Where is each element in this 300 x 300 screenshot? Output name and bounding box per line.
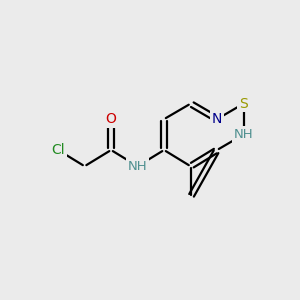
Text: NH: NH [234,128,253,141]
Text: Cl: Cl [51,143,65,157]
Text: S: S [239,97,248,111]
Text: NH: NH [128,160,147,173]
Text: N: N [212,112,222,126]
Text: O: O [106,112,116,126]
